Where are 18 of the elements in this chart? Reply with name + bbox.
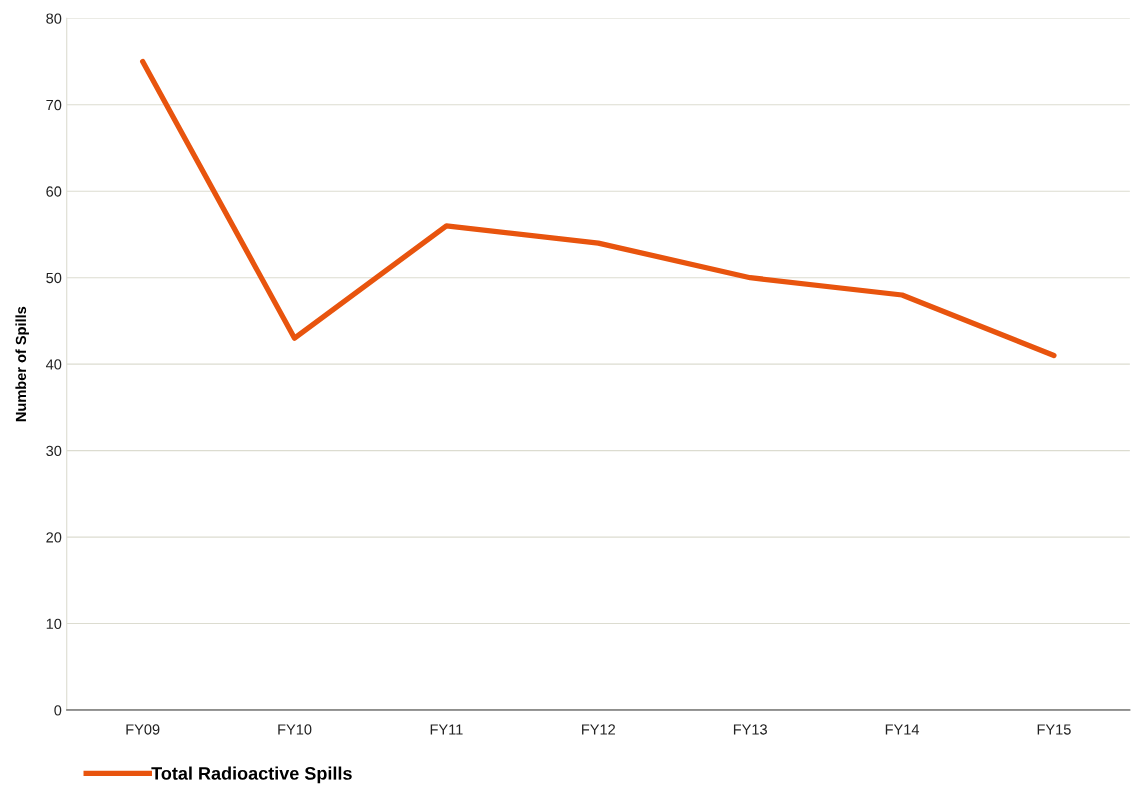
x-tick-label: FY12 [582, 724, 615, 735]
y-tick-label: 0 [54, 705, 62, 716]
y-tick-label: 70 [46, 99, 62, 111]
y-tick-label: 40 [45, 359, 62, 370]
legend-label: Total Radioactive Spills [151, 766, 352, 784]
y-tick-label: 20 [46, 532, 62, 543]
x-tick-label: FY10 [278, 724, 312, 735]
y-tick-label: 30 [46, 445, 62, 457]
y-axis-title: Number of Spills [15, 306, 29, 422]
x-tick-label: FY15 [1037, 724, 1071, 735]
y-tick-label: 80 [46, 13, 62, 24]
x-tick-label: FY14 [885, 724, 920, 735]
y-tick-label: 50 [46, 272, 62, 284]
x-tick-label: FY09 [126, 724, 160, 735]
x-tick-label: FY11 [430, 724, 463, 735]
y-tick-label: 60 [46, 186, 62, 197]
x-tick-label: FY13 [733, 724, 767, 735]
y-tick-label: 10 [46, 618, 62, 629]
